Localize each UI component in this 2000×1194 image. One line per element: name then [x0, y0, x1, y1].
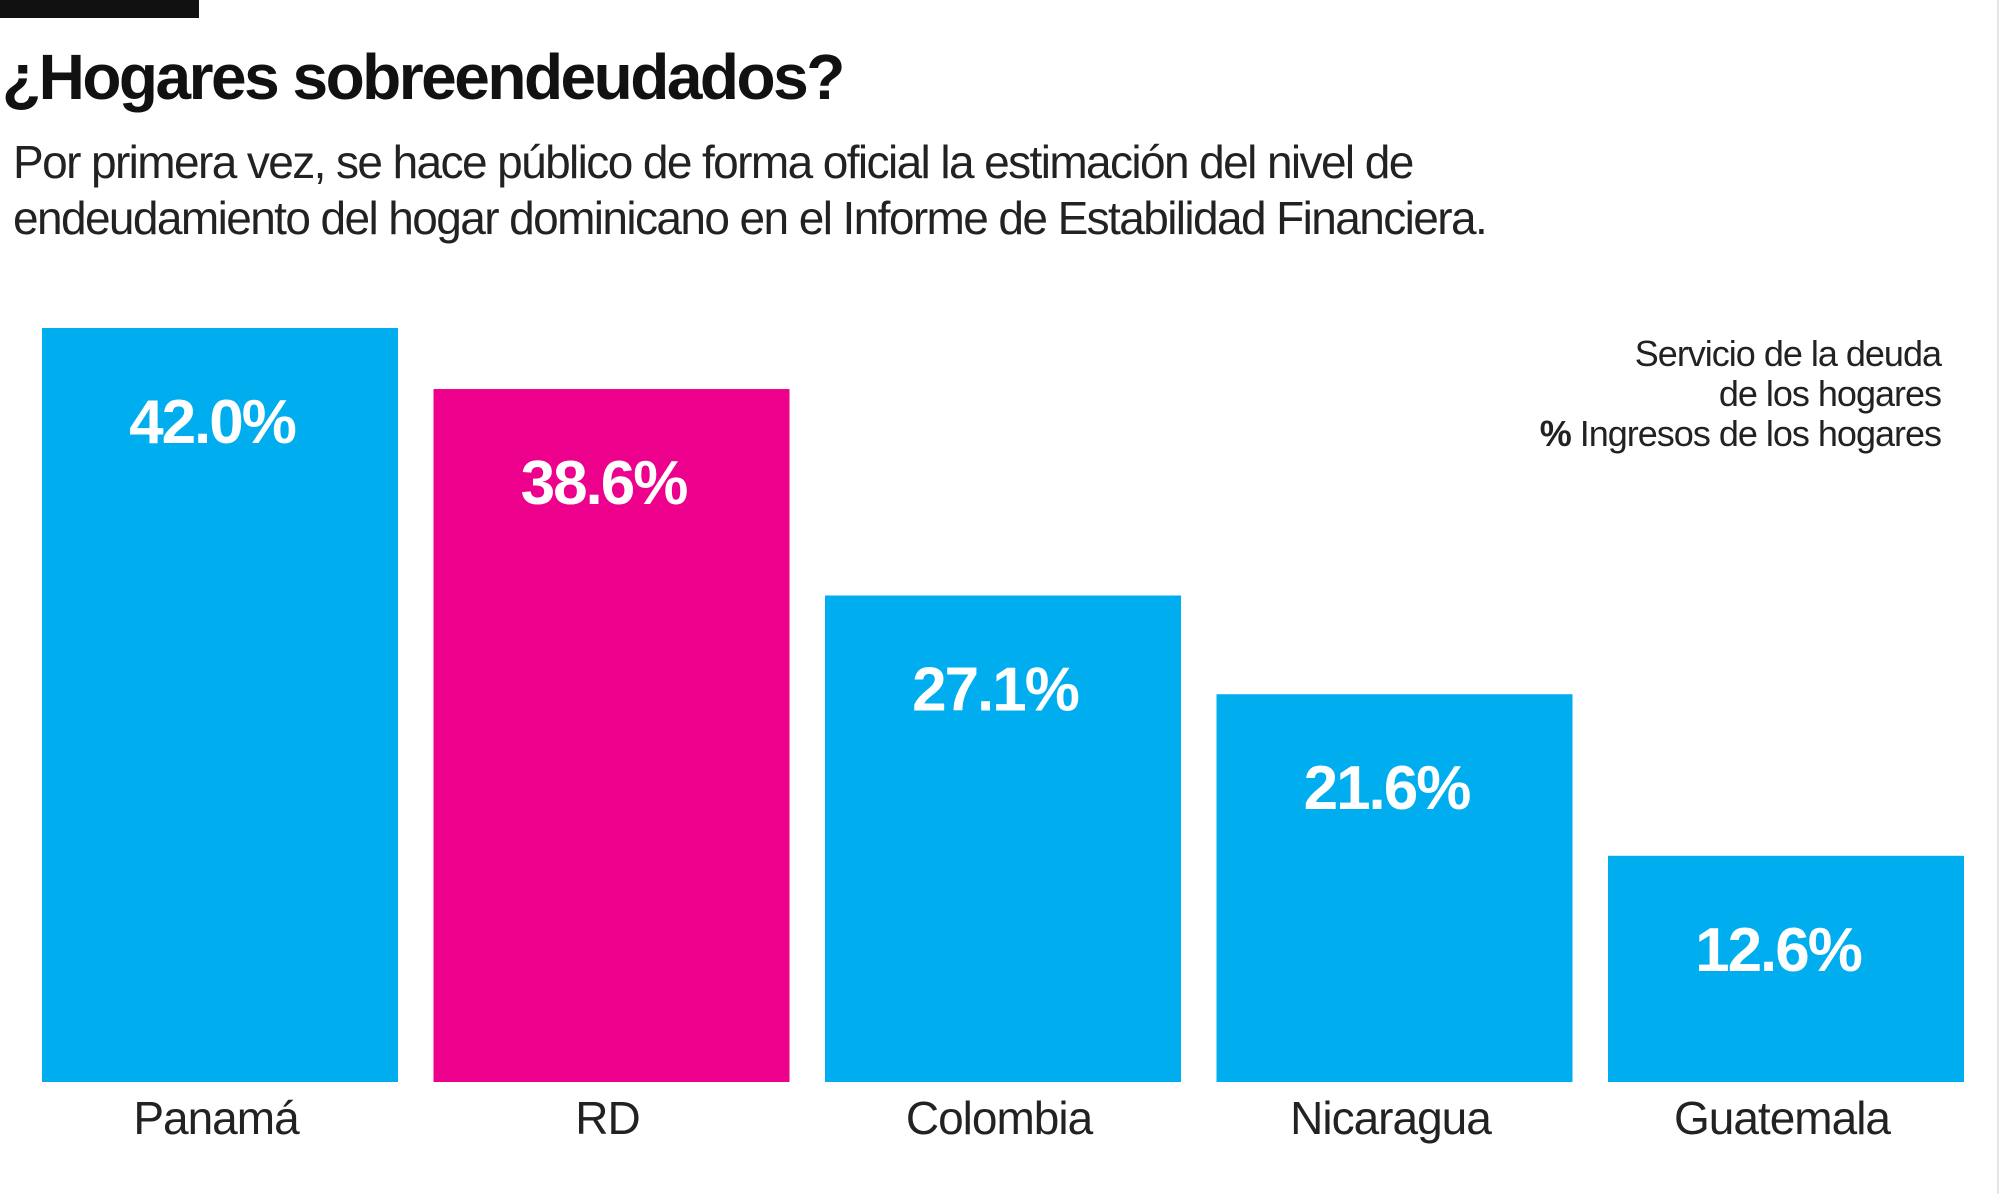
value-label: 12.6% — [1695, 916, 1862, 985]
value-label: 42.0% — [129, 388, 296, 457]
bar-rd — [433, 389, 790, 1082]
category-label: RD — [575, 1092, 639, 1144]
right-edge-divider — [1997, 0, 1999, 1194]
value-label: 38.6% — [521, 449, 688, 518]
value-label: 27.1% — [912, 655, 1079, 724]
top-accent-bar — [0, 0, 199, 18]
bar-colombia — [825, 595, 1181, 1082]
bar-panamá — [42, 328, 398, 1082]
legend-line-1: Servicio de la deuda — [1634, 333, 1942, 374]
bar-guatemala — [1608, 855, 1964, 1082]
legend-line-2: de los hogares — [1718, 373, 1942, 414]
legend-line-3: % Ingresos de los hogares — [1539, 413, 1942, 454]
category-label: Guatemala — [1674, 1092, 1891, 1144]
chart-subtitle: Por primera vez, se hace público de form… — [13, 136, 1488, 244]
legend-line-3-text: Ingresos de los hogares — [1570, 413, 1942, 454]
chart-title: ¿Hogares sobreendeudados? — [2, 41, 845, 113]
legend-percent: % — [1539, 413, 1572, 454]
legend: Servicio de la deuda de los hogares % In… — [1539, 333, 1942, 454]
category-label: Colombia — [906, 1092, 1094, 1144]
category-label: Panamá — [133, 1092, 300, 1144]
category-label: Nicaragua — [1290, 1092, 1492, 1144]
value-label: 21.6% — [1304, 754, 1471, 823]
bar-nicaragua — [1216, 694, 1573, 1082]
